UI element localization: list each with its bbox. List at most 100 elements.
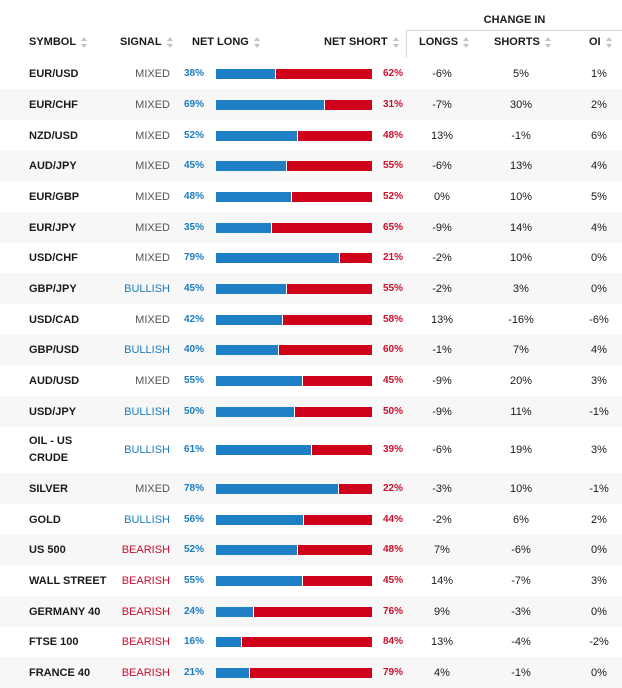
- signal-label: BEARISH: [121, 543, 170, 556]
- table-row[interactable]: EUR/USD MIXED 38% 62% -6% 5% 1%: [0, 58, 622, 89]
- net-long-percent: 21%: [183, 667, 204, 678]
- symbol-link[interactable]: EUR/GBP: [29, 190, 80, 203]
- symbol-link[interactable]: GERMANY 40: [29, 605, 101, 618]
- oi-change: 0%: [591, 666, 607, 679]
- symbol-link[interactable]: FTSE 100: [29, 635, 79, 648]
- oi-column-header[interactable]: OI: [589, 36, 613, 48]
- table-row[interactable]: EUR/GBP MIXED 48% 52% 0% 10% 5%: [0, 181, 622, 212]
- sentiment-bar: [216, 607, 372, 617]
- sort-icon[interactable]: [463, 36, 470, 48]
- signal-label: MIXED: [135, 190, 170, 203]
- net-short-percent: 44%: [382, 514, 403, 525]
- longs-change: 4%: [434, 666, 450, 679]
- signal-label: BULLISH: [124, 343, 170, 356]
- table-row[interactable]: AUD/USD MIXED 55% 45% -9% 20% 3%: [0, 365, 622, 396]
- symbol-link[interactable]: OIL - US CRUDE: [29, 435, 73, 464]
- symbol-link[interactable]: US 500: [29, 543, 66, 556]
- symbol-link[interactable]: FRANCE 40: [29, 666, 91, 679]
- shorts-column-header[interactable]: SHORTS: [494, 36, 552, 48]
- net-long-percent: 48%: [183, 191, 204, 202]
- symbol-link[interactable]: GBP/JPY: [29, 282, 77, 295]
- bar-divider: [271, 223, 272, 233]
- symbol-link[interactable]: USD/JPY: [29, 405, 77, 418]
- bar-divider: [241, 637, 242, 647]
- net-long-percent: 52%: [183, 544, 204, 555]
- oi-change: 4%: [591, 221, 607, 234]
- oi-change: 3%: [591, 443, 607, 456]
- sort-icon[interactable]: [605, 36, 613, 48]
- net-long-percent: 45%: [183, 160, 204, 171]
- sentiment-bar: [216, 515, 372, 525]
- signal-label: MIXED: [135, 67, 170, 80]
- bar-divider: [303, 515, 304, 525]
- net-long-bar: [216, 576, 302, 586]
- longs-header-label: LONGS: [419, 36, 459, 48]
- net-long-bar: [216, 445, 311, 455]
- symbol-link[interactable]: USD/CAD: [29, 313, 80, 326]
- net-short-percent: 22%: [382, 483, 403, 494]
- table-row[interactable]: GBP/JPY BULLISH 45% 55% -2% 3% 0%: [0, 273, 622, 304]
- table-row[interactable]: NZD/USD MIXED 52% 48% 13% -1% 6%: [0, 120, 622, 151]
- oi-change: 1%: [591, 67, 607, 80]
- oi-change: 0%: [591, 251, 607, 264]
- sort-icon[interactable]: [253, 36, 261, 48]
- signal-column-header[interactable]: SIGNAL: [120, 36, 174, 48]
- table-row[interactable]: GBP/USD BULLISH 40% 60% -1% 7% 4%: [0, 335, 622, 365]
- header-divider: [406, 30, 407, 58]
- net-short-bar: [241, 637, 372, 647]
- table-row[interactable]: FTSE 100 BEARISH 16% 84% 13% -4% -2%: [0, 627, 622, 657]
- shorts-change: 19%: [509, 443, 533, 456]
- symbol-link[interactable]: WALL STREET: [29, 574, 107, 587]
- table-row[interactable]: US 500 BEARISH 52% 48% 7% -6% 0%: [0, 535, 622, 565]
- longs-change: 13%: [430, 313, 454, 326]
- table-row[interactable]: EUR/CHF MIXED 69% 31% -7% 30% 2%: [0, 89, 622, 120]
- bar-divider: [294, 407, 295, 417]
- bar-divider: [249, 668, 250, 678]
- table-row[interactable]: GOLD BULLISH 56% 44% -2% 6% 2%: [0, 504, 622, 535]
- net-short-bar: [324, 100, 372, 110]
- sort-icon[interactable]: [166, 36, 174, 48]
- net-short-bar: [278, 345, 372, 355]
- table-row[interactable]: GERMANY 40 BEARISH 24% 76% 9% -3% 0%: [0, 596, 622, 627]
- table-header: SYMBOL SIGNAL NET LONG NET SHORT LONGS S…: [0, 30, 622, 58]
- net-long-bar: [216, 484, 338, 494]
- sentiment-bar: [216, 192, 372, 202]
- longs-change: 14%: [430, 574, 454, 587]
- net-long-column-header[interactable]: NET LONG: [192, 36, 261, 48]
- symbol-link[interactable]: EUR/USD: [29, 67, 79, 80]
- shorts-change: 10%: [509, 190, 533, 203]
- symbol-link[interactable]: AUD/USD: [29, 374, 80, 387]
- table-row[interactable]: USD/CAD MIXED 42% 58% 13% -16% -6%: [0, 304, 622, 335]
- longs-column-header[interactable]: LONGS: [419, 36, 470, 48]
- symbol-column-header[interactable]: SYMBOL: [29, 36, 88, 48]
- sort-icon[interactable]: [392, 36, 400, 48]
- symbol-link[interactable]: NZD/USD: [29, 129, 78, 142]
- table-row[interactable]: OIL - US CRUDE BULLISH 61% 39% -6% 19% 3%: [0, 427, 622, 473]
- table-row[interactable]: AUD/JPY MIXED 45% 55% -6% 13% 4%: [0, 151, 622, 181]
- longs-change: -6%: [432, 443, 452, 456]
- table-row[interactable]: EUR/JPY MIXED 35% 65% -9% 14% 4%: [0, 212, 622, 243]
- sort-icon[interactable]: [81, 36, 88, 48]
- signal-label: BEARISH: [121, 635, 170, 648]
- signal-label: MIXED: [135, 159, 170, 172]
- sentiment-bar: [216, 576, 372, 586]
- symbol-link[interactable]: EUR/CHF: [29, 98, 78, 111]
- symbol-link[interactable]: GBP/USD: [29, 343, 80, 356]
- sort-icon[interactable]: [544, 36, 552, 48]
- symbol-link[interactable]: EUR/JPY: [29, 221, 77, 234]
- table-row[interactable]: USD/JPY BULLISH 50% 50% -9% 11% -1%: [0, 396, 622, 427]
- sentiment-bar: [216, 253, 372, 263]
- table-row[interactable]: FRANCE 40 BEARISH 21% 79% 4% -1% 0%: [0, 657, 622, 688]
- symbol-link[interactable]: USD/CHF: [29, 251, 78, 264]
- symbol-link[interactable]: GOLD: [29, 513, 61, 526]
- net-short-bar: [249, 668, 372, 678]
- symbol-link[interactable]: SILVER: [29, 482, 68, 495]
- net-short-column-header[interactable]: NET SHORT: [324, 36, 400, 48]
- sentiment-bar: [216, 284, 372, 294]
- table-row[interactable]: USD/CHF MIXED 79% 21% -2% 10% 0%: [0, 243, 622, 273]
- symbol-link[interactable]: AUD/JPY: [29, 159, 77, 172]
- longs-change: -2%: [432, 282, 452, 295]
- net-long-percent: 16%: [183, 636, 204, 647]
- table-row[interactable]: WALL STREET BEARISH 55% 45% 14% -7% 3%: [0, 565, 622, 596]
- table-row[interactable]: SILVER MIXED 78% 22% -3% 10% -1%: [0, 473, 622, 504]
